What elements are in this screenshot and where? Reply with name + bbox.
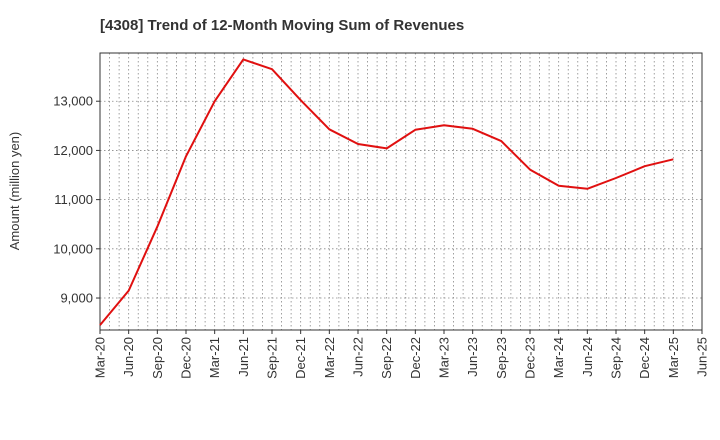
- x-tick-label: Dec-23: [523, 337, 538, 379]
- x-tick-label: Mar-25: [666, 337, 681, 378]
- x-tick-label: Mar-23: [437, 337, 452, 378]
- x-tick-label: Sep-20: [150, 337, 165, 379]
- x-tick-label: Sep-22: [379, 337, 394, 379]
- x-tick-label: Dec-20: [179, 337, 194, 379]
- y-tick-label: 9,000: [60, 291, 93, 306]
- series-line: [99, 58, 674, 326]
- y-tick-label: 12,000: [53, 143, 93, 158]
- y-axis-label: Amount (million yen): [7, 132, 22, 251]
- grid: [100, 53, 702, 330]
- x-tick-label: Sep-21: [265, 337, 280, 379]
- x-tick-label: Jun-20: [121, 337, 136, 377]
- y-tick-label: 10,000: [53, 241, 93, 256]
- x-tick-label: Dec-22: [408, 337, 423, 379]
- x-axis: Mar-20 Jun-20 Sep-20 Dec-20 Mar-21 Jun-21 Sep-…: [93, 330, 710, 379]
- x-tick-label: Jun-25: [695, 337, 710, 377]
- y-tick-label: 13,000: [53, 94, 93, 109]
- x-tick-label: Jun-24: [580, 337, 595, 377]
- plot-area: [99, 52, 703, 331]
- x-tick-label: Mar-20: [93, 337, 108, 378]
- x-tick-label: Jun-22: [351, 337, 366, 377]
- x-tick-label: Sep-24: [609, 337, 624, 379]
- y-axis: 9,000 10,000 11,000 12,000 13,000: [53, 94, 100, 306]
- x-tick-label: Dec-21: [293, 337, 308, 379]
- x-tick-label: Dec-24: [637, 337, 652, 379]
- series: [99, 58, 674, 326]
- x-tick-label: Sep-23: [494, 337, 509, 379]
- x-tick-label: Jun-23: [465, 337, 480, 377]
- x-tick-label: Mar-22: [322, 337, 337, 378]
- x-tick-label: Jun-21: [236, 337, 251, 377]
- x-tick-label: Mar-21: [207, 337, 222, 378]
- chart-title: [4308] Trend of 12-Month Moving Sum of R…: [100, 17, 464, 34]
- y-tick-label: 11,000: [54, 192, 93, 207]
- x-tick-label: Mar-24: [551, 337, 566, 378]
